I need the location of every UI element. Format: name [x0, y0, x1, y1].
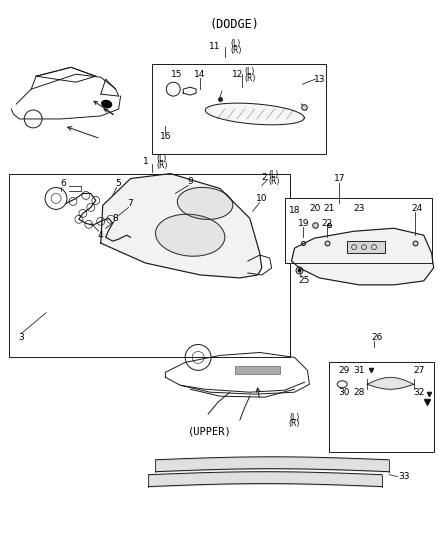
Text: 32: 32	[413, 387, 424, 397]
Text: 20: 20	[310, 204, 321, 213]
Text: 25: 25	[299, 277, 310, 285]
Text: 30: 30	[339, 387, 350, 397]
Ellipse shape	[177, 188, 233, 220]
Text: 4: 4	[98, 231, 103, 240]
Text: 13: 13	[314, 75, 325, 84]
Text: 7: 7	[128, 199, 134, 208]
Bar	[347, 241, 385, 253]
Text: 3: 3	[18, 333, 24, 342]
Text: 22: 22	[321, 219, 333, 228]
Text: (L): (L)	[230, 39, 240, 48]
Bar	[235, 366, 279, 374]
Text: 21: 21	[324, 204, 335, 213]
Text: (UPPER): (UPPER)	[188, 427, 232, 437]
Text: 5: 5	[116, 179, 121, 188]
Text: (R): (R)	[244, 74, 255, 83]
Text: (R): (R)	[156, 161, 168, 170]
Polygon shape	[292, 228, 434, 285]
Text: (L): (L)	[268, 170, 279, 179]
Text: (L): (L)	[290, 413, 300, 422]
Text: 18: 18	[289, 206, 300, 215]
Text: 16: 16	[159, 132, 171, 141]
Ellipse shape	[102, 100, 112, 108]
Text: 28: 28	[353, 387, 365, 397]
Text: 6: 6	[60, 179, 66, 188]
Polygon shape	[205, 103, 304, 125]
Bar	[285, 198, 431, 263]
Text: 8: 8	[113, 214, 119, 223]
Polygon shape	[101, 174, 262, 278]
Ellipse shape	[155, 214, 225, 256]
Text: 24: 24	[411, 204, 422, 213]
Text: 27: 27	[413, 366, 424, 375]
Text: 31: 31	[353, 366, 365, 375]
Text: (L): (L)	[245, 67, 255, 76]
Text: (DODGE): (DODGE)	[210, 18, 260, 31]
Text: 15: 15	[170, 70, 182, 79]
Text: (L): (L)	[156, 154, 166, 163]
Text: 2: 2	[261, 173, 267, 182]
Text: 23: 23	[353, 204, 365, 213]
Text: 1: 1	[143, 157, 148, 166]
Text: 11: 11	[208, 42, 220, 51]
Text: 12: 12	[232, 70, 244, 79]
Text: (R): (R)	[289, 419, 300, 429]
Text: 33: 33	[398, 472, 410, 481]
Text: 26: 26	[371, 333, 383, 342]
Bar	[152, 64, 326, 154]
Text: (R): (R)	[268, 177, 279, 186]
Text: 9: 9	[187, 177, 193, 186]
Bar	[9, 174, 290, 358]
Text: 14: 14	[194, 70, 206, 79]
Bar	[329, 362, 434, 452]
Text: (R): (R)	[230, 46, 241, 55]
Text: 29: 29	[339, 366, 350, 375]
Text: 17: 17	[333, 174, 345, 183]
Text: 19: 19	[298, 219, 309, 228]
Text: 10: 10	[256, 194, 268, 203]
